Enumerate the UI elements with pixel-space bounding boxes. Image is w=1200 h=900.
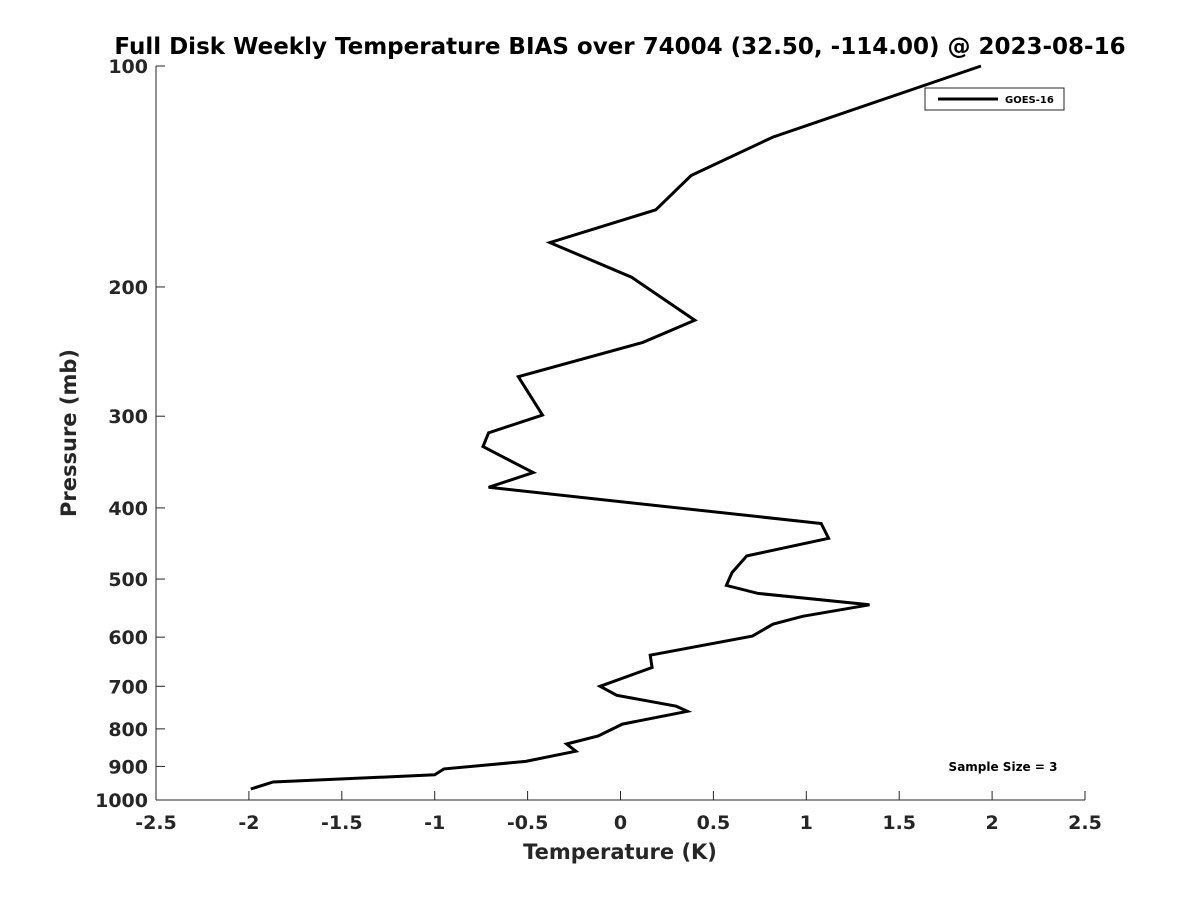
x-tick-label: 1 [800, 812, 813, 834]
y-tick-label: 400 [108, 498, 148, 520]
sample-size-annotation: Sample Size = 3 [949, 760, 1058, 774]
y-axis-label: Pressure (mb) [57, 349, 81, 517]
y-tick-label: 200 [108, 277, 148, 299]
series-layer [250, 64, 982, 791]
x-ticks: -2.5 -2 -1.5 -1 -0.5 0 0.5 1 1.5 2 2.5 [135, 791, 1102, 834]
x-tick-label: -1.5 [321, 812, 363, 834]
y-tick-label: 100 [108, 56, 148, 78]
y-tick-label: 500 [108, 569, 148, 591]
y-ticks: 100 200 300 400 500 600 700 800 900 1000 [95, 56, 165, 812]
x-tick-label: 1.5 [882, 812, 916, 834]
x-tick-label: 2 [985, 812, 998, 834]
y-tick-label: 300 [108, 406, 148, 428]
x-tick-label: -2 [238, 812, 259, 834]
x-tick-label: -2.5 [135, 812, 177, 834]
series-line-goes-16 [250, 64, 982, 791]
y-tick-label: 600 [108, 627, 148, 649]
y-tick-label: 1000 [95, 790, 148, 812]
x-tick-label: 0 [614, 812, 627, 834]
y-tick-label: 900 [108, 756, 148, 778]
y-tick-label: 700 [108, 676, 148, 698]
legend: GOES-16 [924, 87, 1065, 111]
y-tick-label: 800 [108, 719, 148, 741]
x-tick-label: 2.5 [1068, 812, 1102, 834]
x-tick-label: -0.5 [507, 812, 549, 834]
legend-entry-goes-16: GOES-16 [1005, 95, 1054, 106]
plot-area [156, 66, 1085, 800]
x-axis-label: Temperature (K) [523, 840, 717, 864]
x-tick-label: 0.5 [697, 812, 731, 834]
x-tick-label: -1 [424, 812, 445, 834]
chart-title: Full Disk Weekly Temperature BIAS over 7… [114, 34, 1125, 60]
